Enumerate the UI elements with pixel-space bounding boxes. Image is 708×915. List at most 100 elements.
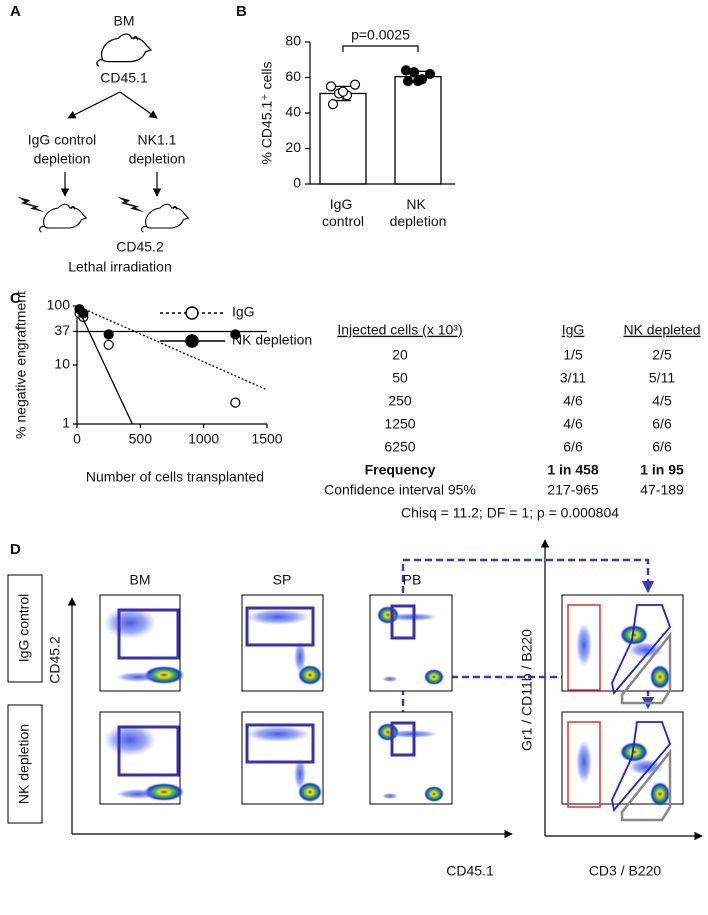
data-point [412, 75, 424, 87]
density [386, 613, 438, 621]
arm-label: IgG control [28, 132, 96, 148]
bar [394, 75, 442, 185]
panel-a-diagram [17, 33, 189, 233]
density [386, 730, 438, 738]
gate [611, 604, 672, 696]
flow-plot [99, 711, 184, 805]
recipient-marker: CD45.2 [116, 239, 164, 255]
data-point [103, 339, 114, 350]
bar [319, 92, 367, 185]
density [576, 740, 592, 784]
axis-label: CD3 / B220 [589, 863, 662, 879]
data-point [424, 68, 436, 80]
table-cell: 3/11 [560, 370, 586, 386]
y-tick-label: 40 [285, 104, 301, 120]
table-cell: 250 [388, 393, 412, 409]
x-tick-label: NK depletion [390, 196, 447, 229]
axis-label: CD45.2 [47, 636, 63, 684]
gate [117, 608, 180, 660]
density [382, 676, 398, 682]
data-point [349, 79, 361, 90]
density [298, 782, 322, 802]
table-cell: Confidence interval 95% [324, 482, 476, 498]
flow-plot [369, 594, 453, 692]
table-header: IgG [562, 322, 585, 338]
panel-label: C [10, 290, 21, 307]
y-tick-label: 0 [293, 175, 301, 191]
density [104, 724, 156, 756]
density [650, 782, 670, 806]
data-point [408, 67, 420, 78]
gate [611, 721, 672, 813]
gate [620, 631, 672, 705]
axis-label: Gr1 / CD11b / B220 [519, 629, 535, 751]
panel-label: A [10, 3, 21, 20]
density [620, 742, 648, 762]
gate [117, 725, 180, 777]
flow-plot [241, 711, 324, 805]
data-point [230, 329, 241, 340]
table-cell: 1250 [384, 416, 415, 432]
tissue-label: BM [130, 572, 151, 588]
table-cell: 47-189 [640, 482, 684, 498]
y-tick-label: 80 [285, 33, 301, 49]
table-cell: 6/6 [652, 416, 672, 432]
gate [567, 721, 601, 808]
recipient: Lethal irradiation [68, 259, 172, 275]
row-label: NK depletion [16, 724, 32, 804]
density [294, 758, 306, 790]
density [246, 609, 310, 625]
x-tick-label: 1000 [188, 431, 219, 447]
density [650, 665, 670, 689]
gate [245, 723, 315, 764]
fit-line [77, 305, 133, 424]
data-point [78, 308, 89, 319]
x-tick-label: 500 [129, 431, 153, 447]
gate [390, 604, 416, 640]
donor-marker: CD45.1 [100, 70, 148, 86]
flow-plot [99, 594, 184, 692]
data-point [327, 99, 339, 110]
flow-plot [241, 594, 324, 692]
data-point [402, 75, 414, 87]
gate [245, 606, 315, 647]
x-tick-label: IgG control [322, 196, 364, 229]
arm-label: depletion [129, 151, 186, 167]
y-tick-label: 20 [285, 139, 301, 155]
fit-line [77, 305, 268, 391]
flow-plot [561, 594, 684, 705]
table-cell: 6/6 [563, 439, 583, 455]
data-point [103, 329, 114, 340]
y-axis-label: % negative engraftment [13, 291, 29, 439]
tissue-label: PB [403, 572, 422, 588]
table-cell: 217-965 [547, 482, 599, 498]
density [382, 793, 398, 799]
flow-plot [561, 711, 684, 822]
y-tick-label: 37 [54, 322, 70, 338]
table-header: Injected cells (x 10³) [337, 322, 462, 338]
data-point [325, 81, 337, 92]
legend-marker [185, 334, 199, 348]
density [576, 623, 592, 667]
panel-d-layout [7, 539, 703, 841]
x-axis-label: Number of cells transplanted [86, 469, 264, 485]
density [116, 789, 160, 799]
axis-label: CD45.1 [446, 863, 494, 879]
table-cell: 4/6 [563, 393, 583, 409]
table-cell: 1/5 [563, 347, 583, 363]
legend-marker [185, 306, 199, 320]
table-cell: 6/6 [652, 439, 672, 455]
table-cell: 4/5 [652, 393, 672, 409]
table-cell: 1 in 95 [640, 462, 684, 478]
density [620, 625, 648, 645]
annotation: p=0.0025 [351, 27, 410, 43]
y-tick-label: 60 [285, 68, 301, 84]
arm-label: NK1.1 [138, 132, 177, 148]
density [104, 607, 156, 639]
row-label: IgG control [16, 594, 32, 662]
table-cell: 50 [392, 370, 408, 386]
density [294, 641, 306, 673]
table-footnote: Chisq = 11.2; DF = 1; p = 0.000804 [401, 505, 619, 521]
x-tick-label: 1500 [251, 431, 282, 447]
